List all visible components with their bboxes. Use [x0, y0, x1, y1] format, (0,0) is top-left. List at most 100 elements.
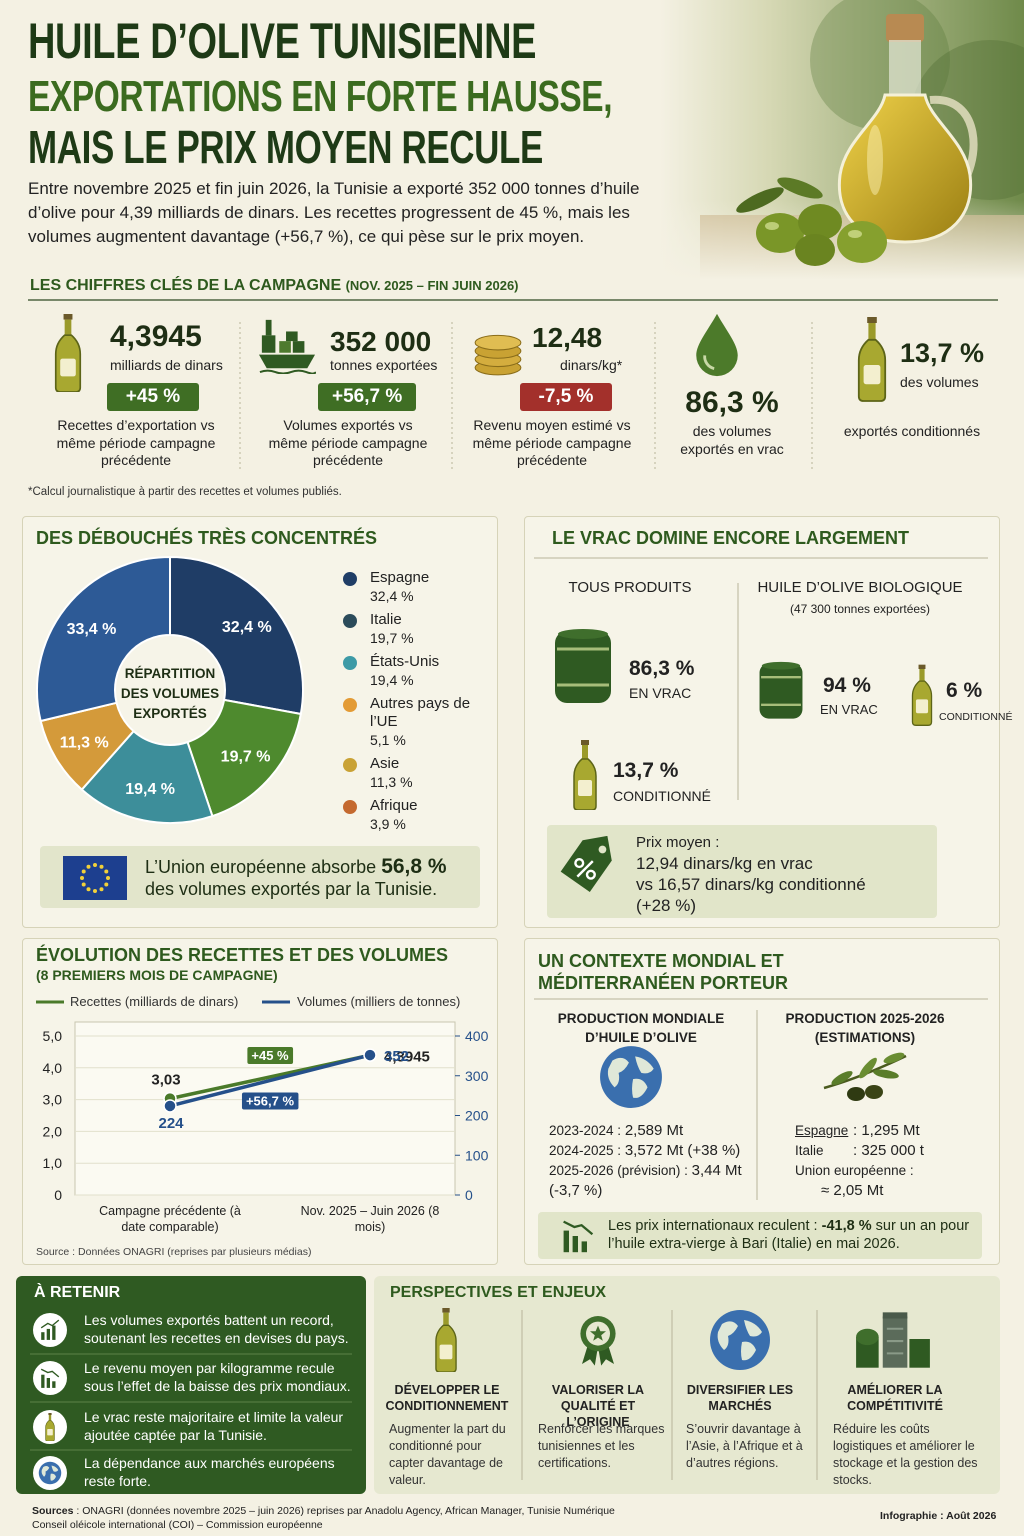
title-line: EXPORTATIONS EN FORTE HAUSSE, — [28, 72, 613, 121]
chart-title: DES DÉBOUCHÉS TRÈS CONCENTRÉS — [36, 528, 378, 548]
packaged-label: CONDITIONNÉ — [939, 711, 1013, 723]
value-label: 4,3945 — [384, 1048, 430, 1065]
legend-entry: Autres pays de l’UE 5,1 % — [342, 695, 482, 749]
legend-swatch — [343, 758, 357, 772]
row-value: 3,572 Mt (+38 %) — [624, 1142, 741, 1159]
line-point — [163, 1099, 177, 1113]
legend: Espagne 32,4 % Italie 19,7 % États-Unis 19,4 … — [342, 569, 482, 839]
row-label: 2024-2025 : — [549, 1143, 622, 1158]
takeaway-item: Le revenu moyen par kilogramme recule so… — [84, 1360, 351, 1394]
legend-name: Italie — [370, 611, 402, 628]
pie-slice — [36, 555, 171, 723]
row-value: : 325 000 t — [853, 1142, 924, 1159]
row-label: Espagne — [795, 1123, 849, 1138]
bulk-value: 86,3 % — [629, 657, 695, 680]
legend-entry: États-Unis 19,4 % — [342, 653, 482, 689]
column-subtitle: (47 300 tonnes exportées) — [789, 602, 931, 616]
y-tick-label: 3,0 — [43, 1092, 63, 1108]
y2-tick-label: 400 — [465, 1028, 489, 1044]
annotation-box — [247, 1046, 294, 1064]
hero-image — [660, 0, 1024, 280]
kf-description: Volumes exportés vs même période campagn… — [268, 417, 428, 468]
section-title-text: LES CHIFFRES CLÉS DE LA CAMPAGNE — [30, 277, 342, 294]
credit: Infographie : Août 2026 — [880, 1510, 997, 1522]
outlook-title: AMÉLIORER LA COMPÉTITIVITÉ — [847, 1383, 943, 1413]
legend-entry: Italie 19,7 % — [342, 611, 482, 647]
value-label: 352 — [384, 1048, 409, 1065]
kf-value: 13,7 % — [900, 338, 985, 368]
icon — [54, 314, 82, 392]
kf-unit: milliards de dinars — [110, 357, 223, 373]
slice-label: 32,4 % — [222, 619, 272, 636]
slice-label: 19,4 % — [125, 781, 175, 798]
kf-unit: tonnes exportées — [330, 357, 438, 373]
row-label: 2025-2026 (prévision) : — [549, 1163, 688, 1178]
y-tick-label: 5,0 — [43, 1028, 63, 1044]
chart-title: ÉVOLUTION DES RECETTES ET DES VOLUMES — [36, 945, 449, 965]
takeaway-icons — [30, 1313, 352, 1490]
legend-value: 3,9 % — [370, 816, 406, 832]
x-tick-label: Nov. 2025 – Juin 2026 (8 mois) — [300, 1204, 440, 1234]
y-tick-label: 2,0 — [43, 1123, 63, 1139]
kf-badge: -7,5 % — [520, 383, 612, 411]
panel-title: PERSPECTIVES ET ENJEUX — [390, 1284, 607, 1301]
sources-text: : ONAGRI (données novembre 2025 – juin 2… — [76, 1505, 615, 1517]
packaged-value: 6 % — [946, 679, 983, 702]
legend-name: Espagne — [370, 569, 430, 586]
takeaway-item: La dépendance aux marchés européens rest… — [84, 1455, 335, 1489]
kf-value: 4,3945 — [110, 320, 202, 353]
icon — [573, 740, 597, 810]
footnote: *Calcul journalistique à partir des rece… — [28, 486, 342, 498]
column-title: PRODUCTION 2025-2026 (ESTIMATIONS) — [785, 1011, 945, 1045]
outlook-title: VALORISER LA QUALITÉ ET L’ORIGINE — [551, 1383, 645, 1429]
y-tick-label: 1,0 — [43, 1155, 63, 1171]
context-note: Les prix internationaux reculent : -41,8… — [608, 1217, 978, 1253]
mediterranean-rows: Espagne: 1,295 Mt Italie: 325 000 t Union … — [795, 1121, 975, 1201]
note-highlight: -41,8 % — [821, 1218, 872, 1234]
legend-value: 11,3 % — [370, 774, 413, 790]
legend-entry: Afrique 3,9 % — [342, 797, 482, 833]
kf-description: des volumes exportés en vrac — [680, 423, 784, 457]
legend-label: Volumes (milliers de tonnes) — [297, 994, 461, 1009]
bulk-value: 94 % — [823, 674, 871, 697]
outlook-panel — [374, 1276, 1000, 1494]
line-series — [169, 1053, 371, 1108]
kf-description: exportés conditionnés — [843, 423, 981, 439]
bulk-label: EN VRAC — [820, 702, 878, 717]
outlook-title: DIVERSIFIER LES MARCHÉS — [686, 1383, 794, 1413]
slice-label: 33,4 % — [67, 621, 117, 638]
row-value: 3,44 Mt (-3,7 %) — [549, 1162, 742, 1199]
takeaway-item: Le vrac reste majoritaire et limite la v… — [84, 1409, 344, 1443]
legend-value: 5,1 % — [370, 732, 406, 748]
price-label: Prix moyen : — [636, 834, 720, 851]
legend-value: 32,4 % — [370, 588, 414, 604]
outlook-separators — [521, 1310, 818, 1480]
value-label: 3,03 — [151, 1072, 180, 1089]
icon — [854, 1311, 932, 1369]
legend-swatch — [343, 572, 357, 586]
note-text: sur un an pour l’huile extra-vierge à Ba… — [608, 1218, 970, 1252]
icon — [758, 660, 804, 720]
icon — [258, 318, 316, 374]
sources-label: Sources — [32, 1505, 74, 1517]
section-title: LES CHIFFRES CLÉS DE LA CAMPAGNE (NOV. 2… — [30, 277, 519, 295]
outlook-text: Augmenter la part du conditionné pour ca… — [389, 1422, 506, 1487]
legend-swatch — [343, 698, 357, 712]
slice-label: 11,3 % — [60, 734, 109, 751]
pie-center-label: RÉPARTITION DES VOLUMES EXPORTÉS — [120, 666, 220, 721]
annotation-box — [241, 1092, 299, 1110]
takeaway-item: Les volumes exportés battent un record, … — [84, 1312, 349, 1346]
note-text: Les prix internationaux reculent : — [608, 1218, 818, 1234]
line-point — [363, 1048, 377, 1062]
outlook-text: S’ouvrir davantage à l’Asie, à l’Afrique… — [686, 1422, 803, 1470]
kf-value: 86,3 % — [685, 386, 779, 419]
annotation: +56,7 % — [246, 1094, 295, 1109]
y2-tick-label: 300 — [465, 1068, 489, 1084]
legend-swatch — [343, 614, 357, 628]
kf-unit: des volumes — [900, 374, 979, 390]
bulk-label: EN VRAC — [629, 685, 692, 701]
world-rows: 2023-2024 : 2,589 Mt 2024-2025 : 3,572 Mt… — [549, 1121, 744, 1201]
outlook-text: Réduire les coûts logistiques et amélior… — [833, 1422, 978, 1487]
eu-note: L’Union européenne absorbe 56,8 % des vo… — [145, 856, 470, 900]
